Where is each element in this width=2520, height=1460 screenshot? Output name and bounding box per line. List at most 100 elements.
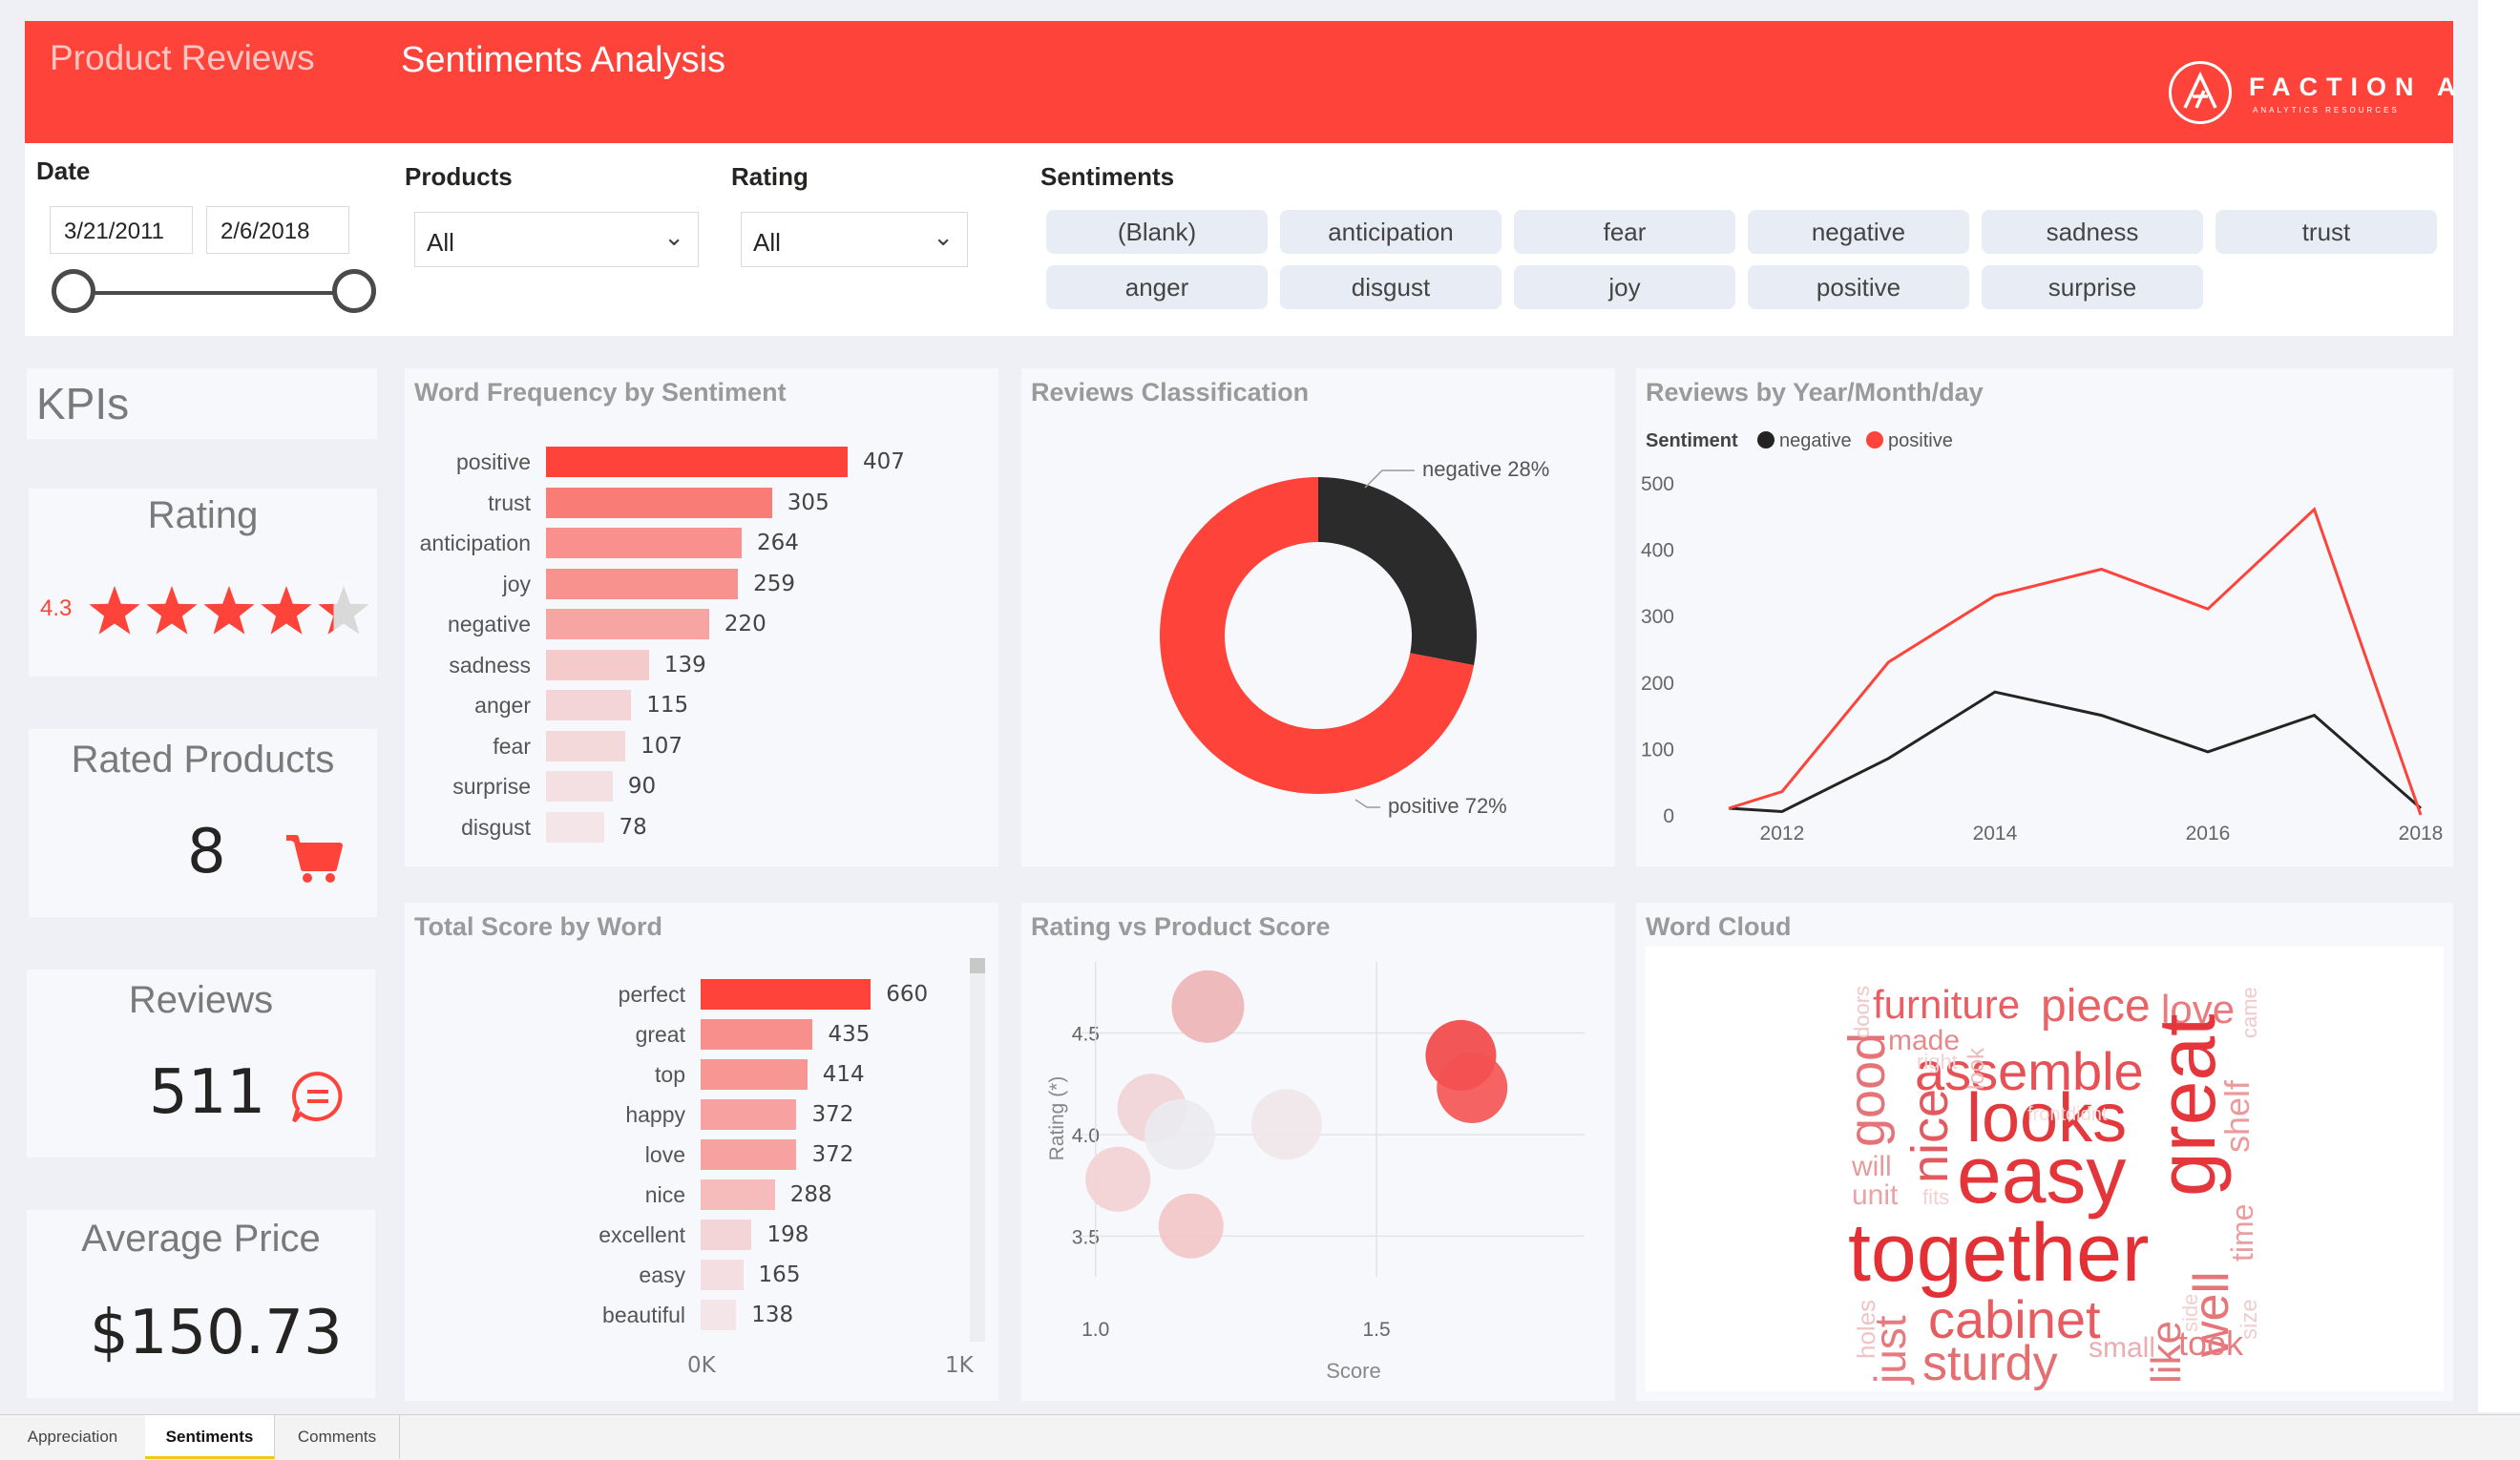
cloud-word: made — [1888, 1025, 1960, 1056]
bar-label: negative — [448, 612, 531, 636]
tab-sentiments[interactable]: Sentiments — [145, 1415, 275, 1459]
rating-vs-score-chart: 3.5 4.0 4.5 1.0 1.5 Score Rating (*) — [1046, 962, 1585, 1383]
bar-value: 90 — [627, 774, 657, 799]
logo-name: FACTION A — [2249, 73, 2465, 101]
x-axis-label: Score — [1326, 1359, 1380, 1383]
cloud-word: frontdidnt — [2027, 1104, 2108, 1125]
tab-appreciation[interactable]: Appreciation — [0, 1415, 146, 1459]
chip-positive[interactable]: positive — [1748, 265, 1969, 309]
bar-label: trust — [488, 490, 531, 515]
chip-anticipation[interactable]: anticipation — [1280, 210, 1502, 254]
date-slider-start-handle[interactable] — [52, 269, 95, 313]
bar-value: 138 — [751, 1303, 794, 1327]
products-filter-label: Products — [405, 162, 513, 191]
chip-surprise[interactable]: surprise — [1982, 265, 2203, 309]
y-tick-label: 300 — [1641, 606, 1674, 628]
date-range-slider-track[interactable] — [74, 291, 357, 295]
products-dropdown[interactable]: All ⌄ — [414, 212, 699, 267]
chip-joy[interactable]: joy — [1514, 265, 1735, 309]
cloud-word: well — [2184, 1271, 2239, 1358]
date-end-input[interactable]: 2/6/2018 — [206, 206, 349, 254]
chart-scrollbar-thumb[interactable] — [970, 958, 985, 973]
cloud-word: shelf — [2217, 1079, 2257, 1153]
star-icon — [146, 586, 198, 635]
chip-disgust[interactable]: disgust — [1280, 265, 1502, 309]
cloud-word: looks — [1966, 1080, 2127, 1157]
x-tick-label: 2014 — [1973, 823, 2018, 845]
cloud-word: look — [1964, 1047, 1989, 1090]
word-frequency-card[interactable]: Word Frequency by Sentiment positive 407 t… — [405, 368, 998, 866]
chip-fear[interactable]: fear — [1514, 210, 1735, 254]
tab-comments[interactable]: Comments — [275, 1415, 400, 1459]
bar-value: 198 — [766, 1222, 809, 1247]
bar — [701, 1220, 752, 1250]
bar — [546, 649, 649, 680]
chip-sadness[interactable]: sadness — [1982, 210, 2203, 254]
legend-title: Sentiment — [1646, 430, 1738, 451]
kpi-average-price-card[interactable]: Average Price $150.73 — [27, 1210, 375, 1398]
reviews-by-date-card[interactable]: Reviews by Year/Month/day Sentiment negat… — [1636, 368, 2453, 866]
total-score-card[interactable]: Total Score by Word perfect 660 great 435 to… — [405, 903, 998, 1401]
kpi-reviews-value: 511 — [149, 1057, 266, 1128]
bar — [701, 1139, 797, 1170]
rating-dropdown[interactable]: All ⌄ — [741, 212, 968, 267]
chip-blank[interactable]: (Blank) — [1046, 210, 1268, 254]
cloud-word: piece — [2041, 981, 2151, 1032]
y-tick-label: 200 — [1641, 673, 1674, 695]
bar — [701, 1260, 744, 1290]
date-slider-end-handle[interactable] — [332, 269, 376, 313]
bar-value: 115 — [646, 693, 689, 718]
rating-vs-score-card[interactable]: Rating vs Product Score 3.5 4.0 4.5 1.0 1.5 S… — [1021, 903, 1615, 1401]
y-tick-label: 4.0 — [1072, 1125, 1100, 1147]
bar-value: 220 — [724, 612, 766, 636]
bar-value: 288 — [789, 1182, 832, 1207]
scatter-point — [1085, 1146, 1151, 1212]
reviews-classification-card[interactable]: Reviews Classification negative 28% posit… — [1021, 368, 1615, 866]
cloud-word: time — [2225, 1204, 2259, 1262]
bar-value: 264 — [756, 531, 799, 555]
x-tick-label: 2016 — [2186, 823, 2231, 845]
cloud-word: doors — [1850, 986, 1874, 1038]
bar-label: perfect — [618, 982, 685, 1007]
scatter-point — [1171, 970, 1245, 1043]
kpi-rating-card[interactable]: Rating 4.3 — [29, 489, 377, 677]
sentiments-filter-label: Sentiments — [1040, 162, 1175, 191]
reviews-by-date-title: Reviews by Year/Month/day — [1646, 378, 1984, 407]
star-icon — [261, 586, 312, 635]
page-subtitle[interactable]: Sentiments Analysis — [401, 40, 726, 80]
bar-value: 372 — [811, 1142, 854, 1167]
bar-label: love — [644, 1142, 685, 1167]
bar-value: 259 — [753, 571, 795, 596]
page-title[interactable]: Product Reviews — [50, 38, 315, 77]
bar-label: top — [655, 1062, 685, 1087]
products-dropdown-value: All — [427, 228, 454, 257]
kpi-rated-products-card[interactable]: Rated Products 8 — [29, 729, 377, 917]
donut-label: negative 28% — [1422, 457, 1549, 481]
chevron-down-icon: ⌄ — [663, 222, 684, 251]
donut-slice — [1318, 477, 1477, 666]
chip-trust[interactable]: trust — [2216, 210, 2437, 254]
chip-negative[interactable]: negative — [1748, 210, 1969, 254]
chip-anger[interactable]: anger — [1046, 265, 1268, 309]
date-start-input[interactable]: 3/21/2011 — [50, 206, 193, 254]
cloud-word: came — [2237, 987, 2261, 1038]
y-tick-label: 3.5 — [1072, 1226, 1100, 1248]
kpi-section-header: KPIs — [27, 368, 377, 439]
x-tick-label: 0K — [687, 1353, 716, 1378]
cloud-word: small — [2089, 1332, 2155, 1364]
y-axis-label: Rating (*) — [1046, 1076, 1068, 1161]
logo-tagline: ANALYTICS RESOURCES — [2253, 106, 2400, 115]
bar — [701, 979, 872, 1010]
y-tick-label: 400 — [1641, 540, 1674, 562]
kpi-reviews-card[interactable]: Reviews 511 — [27, 970, 375, 1158]
bar-label: positive — [456, 449, 531, 474]
chart-scrollbar[interactable] — [970, 958, 985, 1342]
cloud-word: easy — [1957, 1130, 2126, 1220]
rating-vs-score-title: Rating vs Product Score — [1031, 912, 1331, 941]
word-cloud-card[interactable]: Word Cloud furniture piece love made ass… — [1636, 903, 2453, 1401]
bar-value: 165 — [758, 1262, 801, 1287]
cloud-word: side — [2178, 1294, 2202, 1332]
donut-label: positive 72% — [1388, 794, 1507, 818]
bar-value: 407 — [863, 449, 905, 474]
legend-entry: positive — [1888, 430, 1953, 451]
